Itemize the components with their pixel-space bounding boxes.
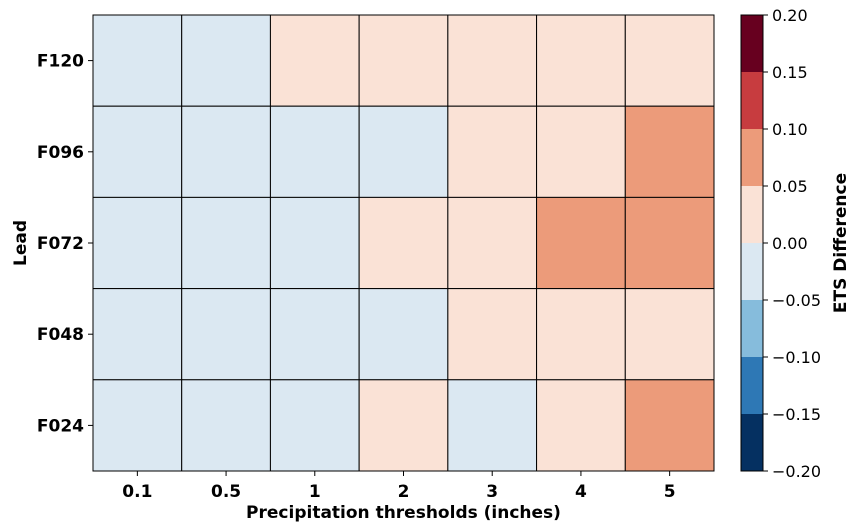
heatmap-cell <box>536 196 626 290</box>
y-tick-label: F096 <box>37 143 84 163</box>
colorbar-segment <box>741 186 763 243</box>
heatmap-cell <box>181 14 271 107</box>
colorbar-segment <box>741 414 763 471</box>
heatmap-cell <box>92 105 183 198</box>
colorbar-tick-label: 0.05 <box>772 177 808 196</box>
colorbar-label: ETS Difference <box>831 173 851 313</box>
colorbar-tick-label: 0.20 <box>772 6 808 25</box>
heatmap-cell <box>269 105 360 198</box>
heatmap-cell <box>358 288 449 381</box>
heatmap-cell <box>181 379 271 472</box>
colorbar-tick-label: −0.20 <box>772 462 821 481</box>
y-tick-label: F072 <box>37 234 84 254</box>
heatmap-cells <box>92 14 715 472</box>
colorbar-tick-label: −0.05 <box>772 291 821 310</box>
heatmap-cell <box>358 379 449 472</box>
heatmap-cell <box>92 14 183 107</box>
heatmap-cell <box>447 14 538 107</box>
colorbar-segment <box>741 243 763 300</box>
y-tick-label: F048 <box>37 325 84 345</box>
y-axis-label: Lead <box>11 220 31 266</box>
x-axis: 0.1 0.5 1 2 3 4 5 <box>122 471 676 502</box>
colorbar-tick-label: 0.15 <box>772 63 808 82</box>
colorbar-tick-label: 0.00 <box>772 234 808 253</box>
colorbar-segment <box>741 15 763 72</box>
colorbar-tick-label: 0.10 <box>772 120 808 139</box>
colorbar-segment <box>741 357 763 414</box>
x-tick-label: 2 <box>398 482 410 502</box>
x-tick-label: 0.5 <box>211 482 241 502</box>
y-tick-label: F120 <box>37 52 84 72</box>
heatmap-cell <box>447 379 538 472</box>
colorbar: −0.20 −0.15 −0.10 −0.05 0.00 0.05 0.10 0.15 0.20 <box>740 6 821 481</box>
heatmap-cell <box>181 105 271 198</box>
heatmap-cell <box>358 196 449 290</box>
x-tick-label: 0.1 <box>122 482 152 502</box>
colorbar-segment <box>741 129 763 186</box>
heatmap-cell <box>181 288 271 381</box>
heatmap-cell <box>536 14 626 107</box>
heatmap-cell <box>624 288 715 381</box>
colorbar-segment <box>741 300 763 357</box>
heatmap-cell <box>181 196 271 290</box>
colorbar-tick-label: −0.10 <box>772 348 821 367</box>
heatmap-cell <box>358 14 449 107</box>
heatmap-cell <box>624 196 715 290</box>
x-tick-label: 5 <box>664 482 676 502</box>
y-axis: F120 F096 F072 F048 F024 <box>37 52 93 436</box>
heatmap-cell <box>358 105 449 198</box>
heatmap-cell <box>624 14 715 107</box>
heatmap-cell <box>536 379 626 472</box>
x-tick-label: 4 <box>575 482 587 502</box>
heatmap-cell <box>92 196 183 290</box>
heatmap-cell <box>624 105 715 198</box>
x-tick-label: 1 <box>309 482 321 502</box>
y-tick-label: F024 <box>37 416 84 436</box>
heatmap-cell <box>269 14 360 107</box>
x-tick-label: 3 <box>486 482 498 502</box>
colorbar-tick-label: −0.15 <box>772 405 821 424</box>
colorbar-segment <box>741 72 763 129</box>
heatmap-cell <box>447 105 538 198</box>
heatmap-cell <box>269 379 360 472</box>
heatmap-cell <box>92 379 183 472</box>
heatmap-cell <box>536 288 626 381</box>
heatmap-cell <box>269 288 360 381</box>
heatmap-cell <box>447 288 538 381</box>
heatmap-cell <box>447 196 538 290</box>
heatmap-cell <box>624 379 715 472</box>
x-axis-label: Precipitation thresholds (inches) <box>246 503 561 522</box>
heatmap-cell <box>269 196 360 290</box>
heatmap-cell <box>536 105 626 198</box>
heatmap-cell <box>92 288 183 381</box>
